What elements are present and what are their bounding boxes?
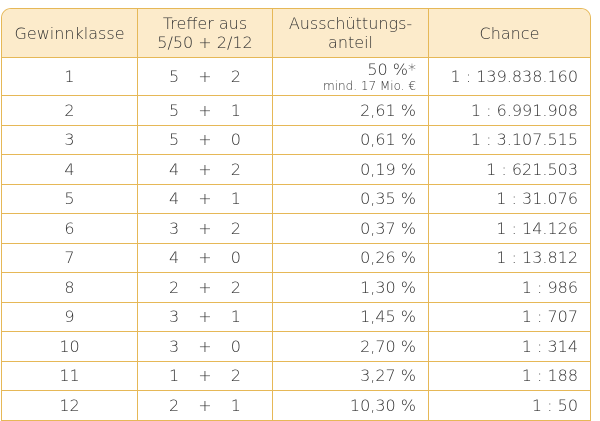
cell-klasse: 2 <box>2 96 138 125</box>
cell-chance: 1 : 50 <box>531 395 578 415</box>
cell-klasse: 4 <box>2 155 138 184</box>
cell-treffer: 3 + 1 <box>138 302 273 331</box>
table-row: 12 2 + 1 10,30 % 1 : 50 <box>2 391 590 421</box>
cell-chance: 1 : 31.076 <box>496 189 578 209</box>
cell-chance: 1 : 188 <box>521 366 578 386</box>
cell-klasse: 5 <box>2 184 138 213</box>
cell-klasse: 9 <box>2 302 138 331</box>
header-text: anteil <box>328 33 373 52</box>
cell-klasse: 3 <box>2 125 138 154</box>
cell-klasse: 10 <box>2 332 138 361</box>
anteil-note: mind. 17 Mio. € <box>322 79 416 93</box>
header-cell: Gewinnklasse <box>2 9 138 57</box>
cell-treffer: 2 + 2 <box>138 273 273 302</box>
anteil-text: 10,30 % <box>349 395 416 415</box>
anteil-text: 1,30 % <box>360 277 416 297</box>
cell-klasse: 7 <box>2 243 138 272</box>
cell-chance: 1 : 13.812 <box>496 248 578 268</box>
header-text: Ausschüttungs- <box>288 14 413 33</box>
cell-treffer: 5 + 2 <box>138 58 273 95</box>
anteil-text: 0,61 % <box>360 130 416 150</box>
cell-anteil: 3,27 % <box>273 361 429 390</box>
anteil-text: 0,35 % <box>360 189 416 209</box>
cell-treffer: 4 + 1 <box>138 184 273 213</box>
anteil-text: 0,26 % <box>360 248 416 268</box>
cell-treffer: 2 + 1 <box>138 391 273 420</box>
cell-anteil: 50 %* mind. 17 Mio. € <box>273 58 429 95</box>
cell-klasse: 6 <box>2 214 138 243</box>
header-cell: Treffer aus 5/50 + 2/12 <box>138 9 273 57</box>
header-text: Treffer aus <box>162 14 248 33</box>
page: Gewinnklasse Treffer aus 5/50 + 2/12 Aussch… <box>1 8 591 421</box>
cell-anteil: 10,30 % <box>273 391 429 420</box>
anteil-text: 3,27 % <box>360 366 416 386</box>
cell-anteil: 0,26 % <box>273 243 429 272</box>
header-text: Chance <box>479 23 540 43</box>
cell-chance: 1 : 621.503 <box>486 159 578 179</box>
header-cell: Chance <box>429 9 590 57</box>
cell-anteil: 1,30 % <box>273 273 429 302</box>
cell-anteil: 0,37 % <box>273 214 429 243</box>
anteil-text: 2,70 % <box>360 336 416 356</box>
table-row: 11 1 + 2 3,27 % 1 : 188 <box>2 361 590 391</box>
cell-chance: 1 : 139.838.160 <box>450 67 578 86</box>
cell-klasse: 12 <box>2 391 138 420</box>
cell-chance: 1 : 314 <box>521 336 578 356</box>
anteil-text: 0,37 % <box>360 218 416 238</box>
cell-klasse: 11 <box>2 361 138 390</box>
cell-anteil: 0,61 % <box>273 125 429 154</box>
cell-treffer: 5 + 0 <box>138 125 273 154</box>
cell-treffer: 1 + 2 <box>138 361 273 390</box>
cell-treffer: 5 + 1 <box>138 96 273 125</box>
cell-anteil: 0,35 % <box>273 184 429 213</box>
anteil-text: 0,19 % <box>360 159 416 179</box>
header-text: 5/50 + 2/12 <box>157 33 253 52</box>
header-row: Gewinnklasse Treffer aus 5/50 + 2/12 Aussch… <box>2 9 590 58</box>
cell-chance: 1 : 986 <box>521 277 578 297</box>
header-text: Gewinnklasse <box>14 23 125 43</box>
cell-chance: 1 : 6.991.908 <box>470 100 578 120</box>
prize-table: Gewinnklasse Treffer aus 5/50 + 2/12 Aussch… <box>1 8 591 421</box>
cell-anteil: 0,19 % <box>273 155 429 184</box>
cell-treffer: 3 + 0 <box>138 332 273 361</box>
cell-treffer: 3 + 2 <box>138 214 273 243</box>
anteil-text: 1,45 % <box>360 307 416 327</box>
header-cell: Ausschüttungs-anteil <box>273 9 429 57</box>
cell-chance: 1 : 14.126 <box>496 218 578 238</box>
cell-chance: 1 : 707 <box>521 307 578 327</box>
cell-klasse: 8 <box>2 273 138 302</box>
cell-anteil: 2,61 % <box>273 96 429 125</box>
cell-anteil: 2,70 % <box>273 332 429 361</box>
table-row: 10 3 + 0 2,70 % 1 : 314 <box>2 332 590 362</box>
cell-treffer: 4 + 2 <box>138 155 273 184</box>
anteil-text: 50 %* <box>367 60 416 79</box>
cell-treffer: 4 + 0 <box>138 243 273 272</box>
anteil-text: 2,61 % <box>360 100 416 120</box>
cell-chance: 1 : 3.107.515 <box>470 130 578 150</box>
cell-klasse: 1 <box>2 58 138 95</box>
cell-anteil: 1,45 % <box>273 302 429 331</box>
